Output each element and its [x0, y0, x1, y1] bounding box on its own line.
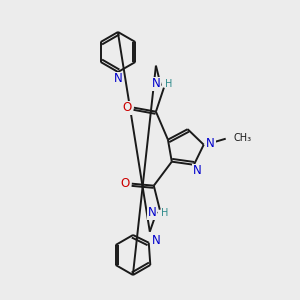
Text: CH₃: CH₃	[234, 133, 252, 143]
Text: N: N	[147, 206, 156, 219]
Text: H: H	[165, 79, 172, 89]
Text: N: N	[193, 164, 201, 177]
Text: N: N	[206, 137, 215, 150]
Text: N: N	[152, 77, 160, 90]
Text: N: N	[114, 73, 122, 85]
Text: N: N	[152, 234, 160, 247]
Text: H: H	[161, 208, 169, 218]
Text: O: O	[120, 177, 129, 190]
Text: O: O	[122, 101, 131, 114]
